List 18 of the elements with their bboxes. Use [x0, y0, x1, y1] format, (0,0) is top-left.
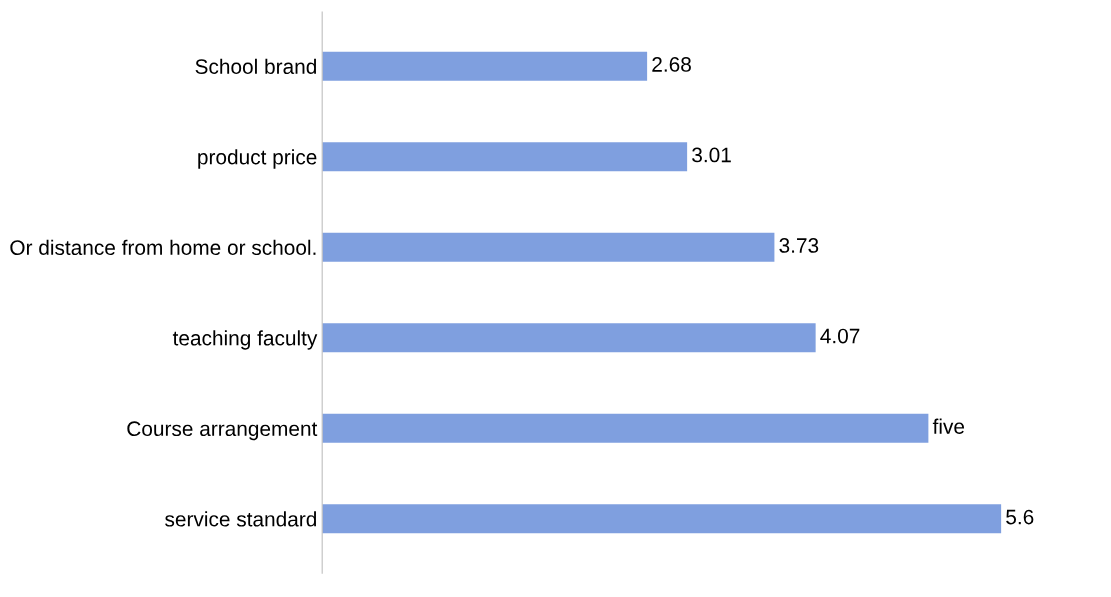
bar	[322, 142, 688, 172]
y-tick-label: Or distance from home or school.	[10, 239, 316, 256]
y-tick-label: Course arrangement	[127, 421, 318, 441]
data-label: 3.01	[692, 147, 731, 163]
bar	[322, 323, 816, 353]
data-label: 4.07	[820, 328, 860, 344]
bar	[322, 232, 775, 262]
data-label: 3.73	[779, 238, 819, 253]
y-tick-label: product price	[198, 149, 317, 169]
bar	[322, 413, 929, 443]
y-tick-label: service standard	[165, 511, 316, 527]
y-tick-label: teaching faculty	[172, 330, 318, 350]
bar	[322, 504, 1002, 534]
bar	[322, 51, 648, 81]
y-tick-label: School brand	[195, 58, 316, 74]
data-label: five	[932, 418, 965, 434]
data-label: 2.68	[652, 57, 691, 72]
data-label: 5.6	[1006, 509, 1034, 525]
